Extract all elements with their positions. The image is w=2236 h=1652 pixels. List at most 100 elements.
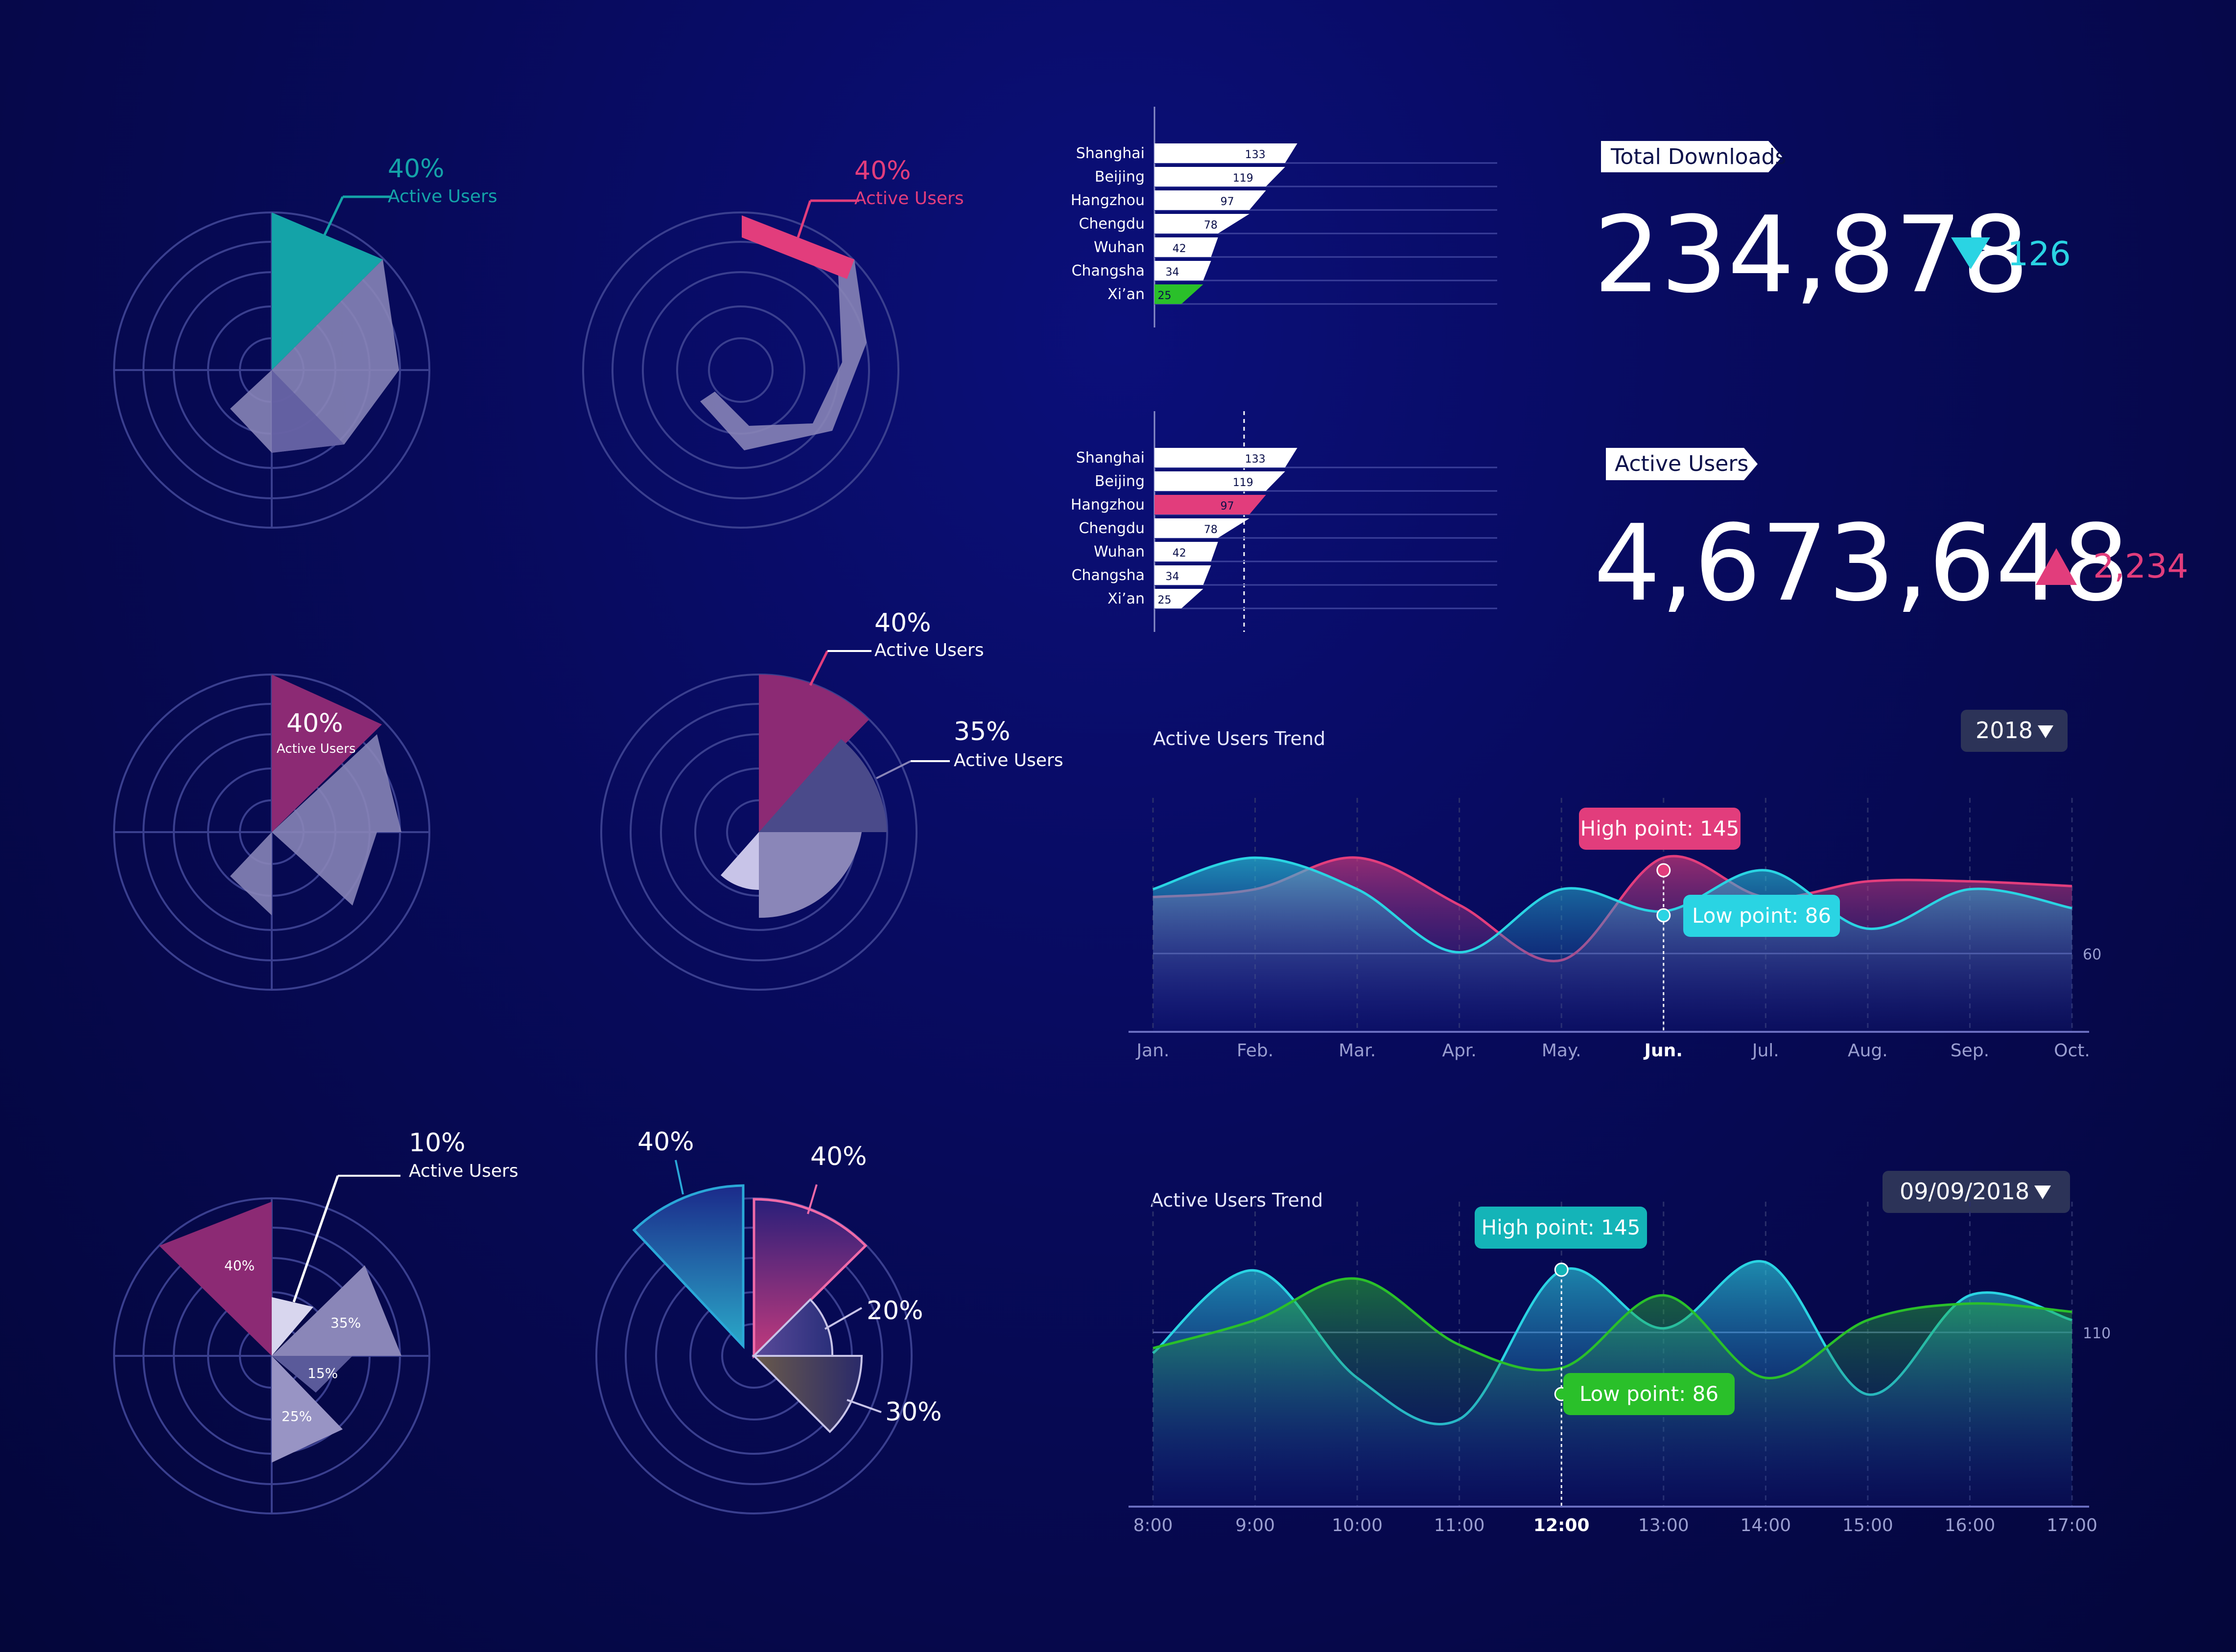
bar-category-label: Beijing bbox=[1095, 473, 1145, 490]
x-tick-label: 13:00 bbox=[1638, 1515, 1689, 1536]
annotation-text: High point: 145 bbox=[1580, 816, 1740, 840]
bar-category-label: Chengdu bbox=[1079, 215, 1145, 233]
x-tick-label: Jul. bbox=[1751, 1041, 1779, 1061]
kpi-active-users: Active Users 4,673,648 2,234 bbox=[1594, 448, 2189, 625]
bar-category-label: Hangzhou bbox=[1071, 496, 1145, 513]
polar-6-leader-2 bbox=[807, 1184, 818, 1214]
chevron-down-icon bbox=[2038, 725, 2053, 738]
kpi-tag bbox=[1606, 448, 1758, 480]
bar-value-label: 78 bbox=[1204, 524, 1218, 536]
polar-3-label-pct: 40% bbox=[286, 709, 343, 738]
chart-title: Active Users Trend bbox=[1153, 728, 1325, 749]
annotation-badge bbox=[1475, 1207, 1647, 1249]
bar-value-label: 97 bbox=[1221, 500, 1234, 512]
polar-2-sector-pink bbox=[742, 215, 854, 279]
bar-category-label: Wuhan bbox=[1094, 239, 1145, 256]
x-tick-label: 17:00 bbox=[2047, 1515, 2097, 1536]
x-tick-label: 15:00 bbox=[1842, 1515, 1893, 1536]
bar bbox=[1154, 518, 1249, 538]
reference-label: 110 bbox=[2083, 1325, 2111, 1342]
polar-5-label-text: Active Users bbox=[409, 1161, 518, 1181]
bar-category-label: Hangzhou bbox=[1071, 192, 1145, 209]
annotation-point bbox=[1554, 1262, 1569, 1277]
polar-grid bbox=[582, 211, 899, 529]
polar-5-sector-lavender-a bbox=[272, 1265, 401, 1356]
bar bbox=[1154, 143, 1297, 163]
kpi-total-downloads: Total Downloads 234,878 126 bbox=[1594, 141, 2071, 316]
x-tick-label: Aug. bbox=[1848, 1041, 1888, 1061]
polar-4-label-1-pct: 40% bbox=[874, 608, 931, 638]
polar-5-sector-magenta bbox=[159, 1202, 272, 1356]
bar-category-label: Shanghai bbox=[1076, 145, 1145, 162]
polar-4-leader-1 bbox=[809, 650, 829, 686]
annotation-text: High point: 145 bbox=[1482, 1215, 1641, 1239]
series-line bbox=[1153, 1277, 2072, 1379]
polar-6-sector-brown bbox=[752, 1355, 863, 1433]
bar-value-label: 119 bbox=[1233, 172, 1253, 185]
chevron-down-icon bbox=[2034, 1186, 2051, 1199]
polar-2-leader bbox=[797, 200, 812, 238]
year-dropdown[interactable]: 2018 bbox=[1961, 710, 2068, 752]
polar-chart-1: 40% Active Users bbox=[113, 154, 497, 529]
bar-value-label: 25 bbox=[1158, 594, 1172, 606]
polar-5-label-pct: 10% bbox=[409, 1128, 466, 1158]
polar-6-sector-blue bbox=[632, 1184, 745, 1350]
chart-title: Active Users Trend bbox=[1151, 1189, 1323, 1211]
dropdown-value: 2018 bbox=[1976, 717, 2033, 744]
polar-5-inner-label: 40% bbox=[224, 1257, 255, 1274]
bar-value-label: 42 bbox=[1173, 547, 1186, 559]
x-tick-label: 16:00 bbox=[1945, 1515, 1996, 1536]
polar-1-sector-teal bbox=[272, 212, 383, 370]
bar-value-label: 133 bbox=[1245, 149, 1266, 161]
kpi-value: 234,878 bbox=[1594, 193, 2029, 316]
polar-6-sector-pink bbox=[753, 1198, 868, 1359]
kpi-label: Active Users bbox=[1615, 451, 1748, 476]
bar bbox=[1154, 284, 1203, 304]
polar-chart-2: 40% Active Users bbox=[582, 156, 964, 529]
x-tick-label: Oct. bbox=[2054, 1041, 2090, 1061]
polar-6-leader-3 bbox=[824, 1307, 862, 1330]
polar-4-sector-navy bbox=[759, 739, 887, 832]
kpi-value: 4,673,648 bbox=[1594, 502, 2129, 625]
polar-6-sector-purple bbox=[752, 1298, 834, 1357]
annotation-badge bbox=[1563, 1373, 1735, 1415]
bar bbox=[1154, 237, 1218, 257]
polar-1-sector-inner bbox=[272, 370, 344, 453]
x-tick-label: Sep. bbox=[1951, 1041, 1989, 1061]
polar-4-sector-lavender bbox=[759, 832, 862, 918]
annotation-point bbox=[1656, 863, 1671, 878]
bar bbox=[1154, 214, 1249, 233]
polar-1-leader bbox=[322, 196, 344, 239]
x-tick-label: 14:00 bbox=[1740, 1515, 1791, 1536]
polar-6-label-1: 40% bbox=[637, 1127, 694, 1157]
annotation-text: Low point: 86 bbox=[1692, 904, 1831, 928]
bar bbox=[1154, 167, 1285, 186]
triangle-up-icon bbox=[2036, 548, 2077, 585]
polar-2-label-pct: 40% bbox=[854, 156, 911, 186]
bar bbox=[1154, 190, 1266, 210]
x-tick-label: Jun. bbox=[1643, 1041, 1683, 1061]
x-tick-label: 12:00 bbox=[1533, 1515, 1590, 1536]
polar-5-inner-label: 15% bbox=[307, 1365, 338, 1381]
bar-category-label: Chengdu bbox=[1079, 520, 1145, 537]
bar bbox=[1154, 542, 1218, 561]
bar-category-label: Xi’an bbox=[1107, 286, 1145, 303]
polar-6-label-4: 30% bbox=[885, 1397, 942, 1427]
polar-4-leader-2 bbox=[876, 760, 911, 779]
polar-4-label-1-text: Active Users bbox=[874, 640, 984, 660]
polar-6-leader-1 bbox=[675, 1160, 684, 1195]
bar-category-label: Changsha bbox=[1072, 567, 1145, 584]
bar bbox=[1154, 589, 1203, 608]
bar-value-label: 97 bbox=[1221, 196, 1234, 208]
bar bbox=[1154, 471, 1285, 491]
x-tick-label: 10:00 bbox=[1332, 1515, 1383, 1536]
date-dropdown[interactable]: 09/09/2018 bbox=[1883, 1171, 2070, 1213]
annotation-badge bbox=[1683, 895, 1840, 937]
polar-2-spiral bbox=[700, 259, 867, 450]
x-tick-label: May. bbox=[1542, 1041, 1581, 1061]
polar-4-label-2-text: Active Users bbox=[954, 750, 1063, 770]
polar-1-label-pct: 40% bbox=[388, 154, 445, 184]
polar-5-sector-lavender-b bbox=[272, 1356, 343, 1463]
x-tick-label: Apr. bbox=[1442, 1041, 1476, 1061]
polar-6-label-2: 40% bbox=[810, 1142, 867, 1171]
